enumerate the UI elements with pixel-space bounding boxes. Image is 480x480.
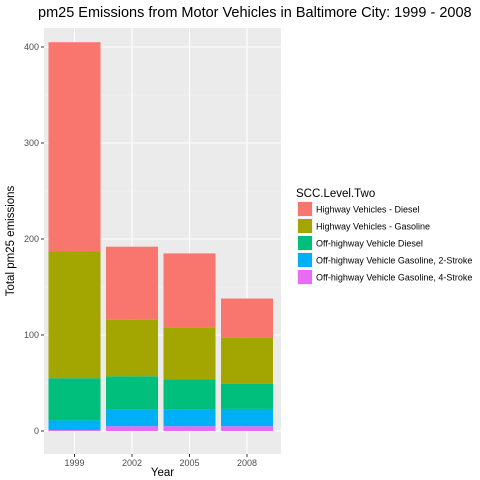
y-tick-label: 0 [34, 426, 39, 436]
legend-swatch [298, 219, 312, 233]
bar-segment [106, 319, 158, 377]
legend-label: Off-highway Vehicle Gasoline, 2-Stroke [316, 256, 472, 266]
bar-segment [106, 409, 158, 427]
y-tick-label: 400 [24, 42, 39, 52]
bar-segment [48, 430, 101, 431]
y-tick-label: 100 [24, 330, 39, 340]
bar-segment [106, 246, 158, 320]
bar-segment [106, 376, 158, 410]
x-axis-label: Year [151, 467, 174, 479]
legend-items: Highway Vehicles - Diesel Highway Vehicle… [297, 201, 472, 285]
x-tick-label: 2005 [179, 458, 199, 468]
bar-segment [163, 379, 216, 410]
bar-segment [163, 409, 216, 427]
bar-segment [106, 426, 158, 431]
legend-swatch [298, 253, 312, 267]
x-tick-label: 2008 [237, 458, 257, 468]
chart-title: pm25 Emissions from Motor Vehicles in Ba… [38, 5, 472, 21]
y-tick-label: 300 [24, 138, 39, 148]
bars [48, 42, 273, 431]
legend-label: Off-highway Vehicle Diesel [316, 239, 423, 249]
bar-segment [163, 426, 216, 431]
bar-segment [221, 337, 273, 384]
legend-title: SCC.Level.Two [296, 188, 375, 200]
legend: SCC.Level.Two Highway Vehicles - DieselH… [296, 188, 472, 285]
x-tick-label: 1999 [64, 458, 84, 468]
bar-segment [163, 253, 216, 328]
x-tick-label: 2002 [122, 458, 142, 468]
bar-segment [221, 298, 273, 338]
legend-label: Off-highway Vehicle Gasoline, 4-Stroke [316, 273, 472, 283]
bar-segment [48, 42, 101, 252]
bar-segment [221, 408, 273, 427]
bar-segment [48, 251, 101, 379]
bar-segment [221, 426, 273, 431]
legend-swatch [298, 270, 312, 284]
legend-label: Highway Vehicles - Diesel [316, 205, 420, 215]
bar-segment [48, 420, 101, 431]
legend-swatch [298, 236, 312, 250]
legend-label: Highway Vehicles - Gasoline [316, 222, 430, 232]
bar-segment [221, 383, 273, 409]
bar-segment [163, 327, 216, 380]
y-axis-label: Total pm25 emissions [5, 185, 17, 296]
y-tick-label: 200 [24, 234, 39, 244]
y-axis: 0 100 200 300 400 [24, 42, 44, 436]
bar-segment [48, 378, 101, 421]
x-axis: 1999 2002 2005 2008 [64, 454, 257, 468]
legend-swatch [298, 202, 312, 216]
